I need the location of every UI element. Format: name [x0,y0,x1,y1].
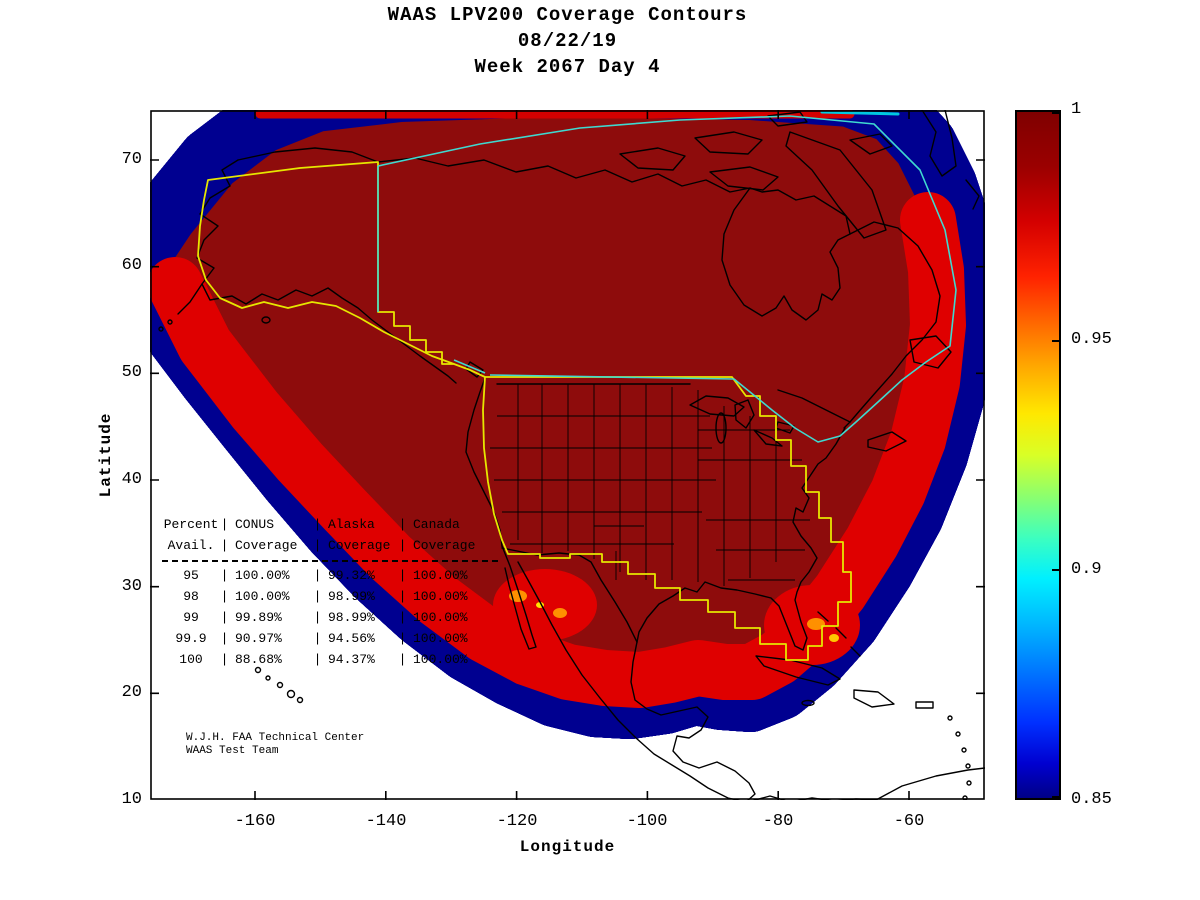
cell-conus: 100.00% [235,568,290,583]
y-tick-10: 10 [121,790,142,809]
coverage-map-svg [150,110,985,800]
cell-percent: 95 [183,568,199,583]
header-avail: Avail. [167,538,215,553]
y-tick-20: 20 [121,683,142,702]
table-dashed-divider [162,560,498,562]
table-row: 98 | 100.00% | 98.99% | 100.00% [162,586,498,607]
plot-area: Percent | CONUS | Alaska | Canada Avail.… [150,110,985,800]
cell-percent: 100 [179,652,203,667]
colorbar-label-085: 0.85 [1071,790,1112,809]
table-row: 99.9 | 90.97% | 94.56% | 100.00% [162,628,498,649]
state-borders [490,384,810,586]
cell-percent: 99 [183,610,199,625]
header-coverage-2: Coverage [328,538,391,553]
cell-canada: 100.00% [413,610,468,625]
cell-conus: 90.97% [235,631,282,646]
y-tick-30: 30 [121,577,142,596]
cell-conus: 99.89% [235,610,282,625]
header-conus: CONUS [235,517,275,532]
pipe-separator: | [220,517,229,532]
cell-conus: 88.68% [235,652,282,667]
y-axis-label: Latitude [97,412,115,498]
table-header-row-2: Avail. | Coverage | Coverage | Coverage [162,535,498,556]
cell-canada: 100.00% [413,589,468,604]
conus-alaska-boundary [197,161,852,661]
coastlines [158,110,985,800]
y-tick-50: 50 [121,363,142,382]
pipe-separator: | [313,538,322,553]
pipe-separator: | [220,631,229,646]
colorbar-tick [1052,568,1059,571]
colorbar-label-09: 0.9 [1071,560,1102,579]
cell-percent: 98 [183,589,199,604]
y-tick-60: 60 [121,256,142,275]
pipe-separator: | [220,610,229,625]
pipe-separator: | [313,610,322,625]
header-canada: Canada [413,517,460,532]
pipe-separator: | [220,589,229,604]
header-alaska: Alaska [328,517,375,532]
pipe-separator: | [398,568,407,583]
pipe-separator: | [398,517,407,532]
title-line-1: WAAS LPV200 Coverage Contours [387,4,748,26]
colorbar [1015,110,1061,800]
cell-canada: 100.00% [413,652,468,667]
cell-canada: 100.00% [413,631,468,646]
x-axis-label: Longitude [519,838,616,856]
x-tick-n100: -100 [626,812,668,831]
pipe-separator: | [313,652,322,667]
pipe-separator: | [220,568,229,583]
table-row: 100 | 88.68% | 94.37% | 100.00% [162,649,498,670]
pipe-separator: | [398,610,407,625]
header-percent: Percent [163,517,219,532]
cell-alaska: 94.37% [328,652,375,667]
table-header-row-1: Percent | CONUS | Alaska | Canada [162,514,498,535]
y-tick-40: 40 [121,470,142,489]
header-coverage-3: Coverage [413,538,476,553]
colorbar-tick [1052,340,1059,343]
attribution-line-1: W.J.H. FAA Technical Center [186,732,365,744]
colorbar-label-095: 0.95 [1071,330,1112,349]
pipe-separator: | [398,589,407,604]
title-line-3: Week 2067 Day 4 [474,56,661,78]
colorbar-tick [1052,112,1059,114]
cell-percent: 99.9 [175,631,207,646]
availability-hotspots [493,569,860,665]
y-tick-70: 70 [121,150,142,169]
figure-title: WAAS LPV200 Coverage Contours 08/22/19 W… [150,2,985,80]
coverage-statistics-table: Percent | CONUS | Alaska | Canada Avail.… [162,514,498,670]
table-row: 99 | 99.89% | 98.99% | 100.00% [162,607,498,628]
header-coverage-1: Coverage [235,538,298,553]
attribution: W.J.H. FAA Technical Center WAAS Test Te… [186,732,364,758]
inner-red-band [150,110,966,708]
pipe-separator: | [313,517,322,532]
title-line-2: 08/22/19 [517,30,618,52]
cell-alaska: 94.56% [328,631,375,646]
cell-canada: 100.00% [413,568,468,583]
pipe-separator: | [398,631,407,646]
pipe-separator: | [398,538,407,553]
canada-boundary [377,115,957,443]
x-tick-n60: -60 [893,812,925,831]
x-tick-n140: -140 [365,812,407,831]
pipe-separator: | [313,631,322,646]
table-row: 95 | 100.00% | 99.32% | 100.00% [162,565,498,586]
cell-alaska: 98.99% [328,610,375,625]
cell-conus: 100.00% [235,589,290,604]
x-tick-n160: -160 [234,812,276,831]
colorbar-tick [1052,796,1059,798]
x-tick-n120: -120 [496,812,538,831]
plot-frame [150,110,985,800]
x-tick-n80: -80 [762,812,794,831]
pipe-separator: | [313,568,322,583]
pipe-separator: | [398,652,407,667]
pipe-separator: | [220,652,229,667]
colorbar-label-1: 1 [1071,100,1082,119]
attribution-line-2: WAAS Test Team [186,745,279,757]
pipe-separator: | [313,589,322,604]
cell-alaska: 98.99% [328,589,375,604]
pipe-separator: | [220,538,229,553]
cell-alaska: 99.32% [328,568,375,583]
